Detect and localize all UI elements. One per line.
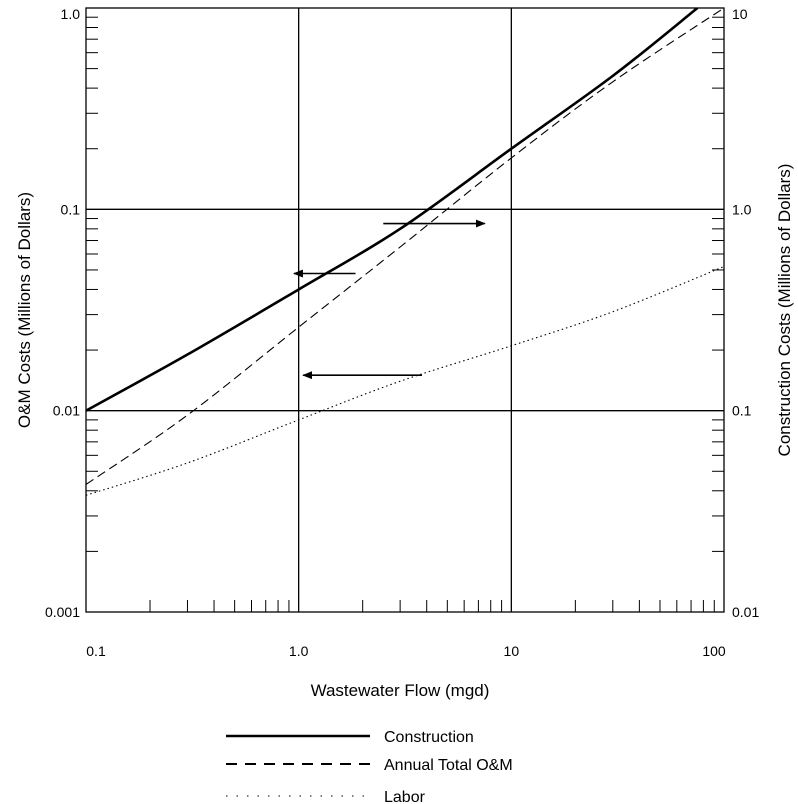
series-layer <box>86 8 724 496</box>
y-axis-label-right: Construction Costs (Millions of Dollars) <box>775 164 794 457</box>
series-line-annual-total-o-m <box>86 8 724 485</box>
series-line-construction <box>86 8 699 412</box>
y-left-tick-label: 0.1 <box>61 201 81 217</box>
y-right-tick-label: 10 <box>732 6 748 22</box>
x-tick-label: 1.0 <box>289 643 309 659</box>
plot-frame <box>85 7 725 613</box>
x-axis-label: Wastewater Flow (mgd) <box>311 681 490 700</box>
annotation-layer <box>292 219 486 380</box>
x-tick-label: 100 <box>702 643 726 659</box>
legend-label: Labor <box>384 789 426 804</box>
legend-label: Annual Total O&M <box>384 757 513 774</box>
y-right-tick-label: 0.1 <box>732 403 752 419</box>
y-axis-label-left: O&M Costs (Millions of Dollars) <box>15 192 34 428</box>
legend: Construction Annual Total O&M Labor <box>226 729 513 804</box>
grid-lines <box>86 8 724 612</box>
y-left-tick-labels: 0.001 0.01 0.1 1.0 <box>45 6 80 620</box>
y-left-tick-label: 0.001 <box>45 604 80 620</box>
x-tick-labels: 0.1 1.0 10 100 <box>86 643 726 659</box>
x-tick-label: 0.1 <box>86 643 106 659</box>
y-right-tick-label: 0.01 <box>732 604 759 620</box>
y-right-tick-label: 1.0 <box>732 201 752 217</box>
x-tick-label: 10 <box>504 643 520 659</box>
legend-label: Construction <box>384 729 474 746</box>
y-left-tick-label: 1.0 <box>61 6 81 22</box>
axis-ticks <box>86 16 724 612</box>
y-left-tick-label: 0.01 <box>53 403 80 419</box>
series-line-labor <box>86 266 724 496</box>
y-right-tick-labels: 0.01 0.1 1.0 10 <box>732 6 759 620</box>
